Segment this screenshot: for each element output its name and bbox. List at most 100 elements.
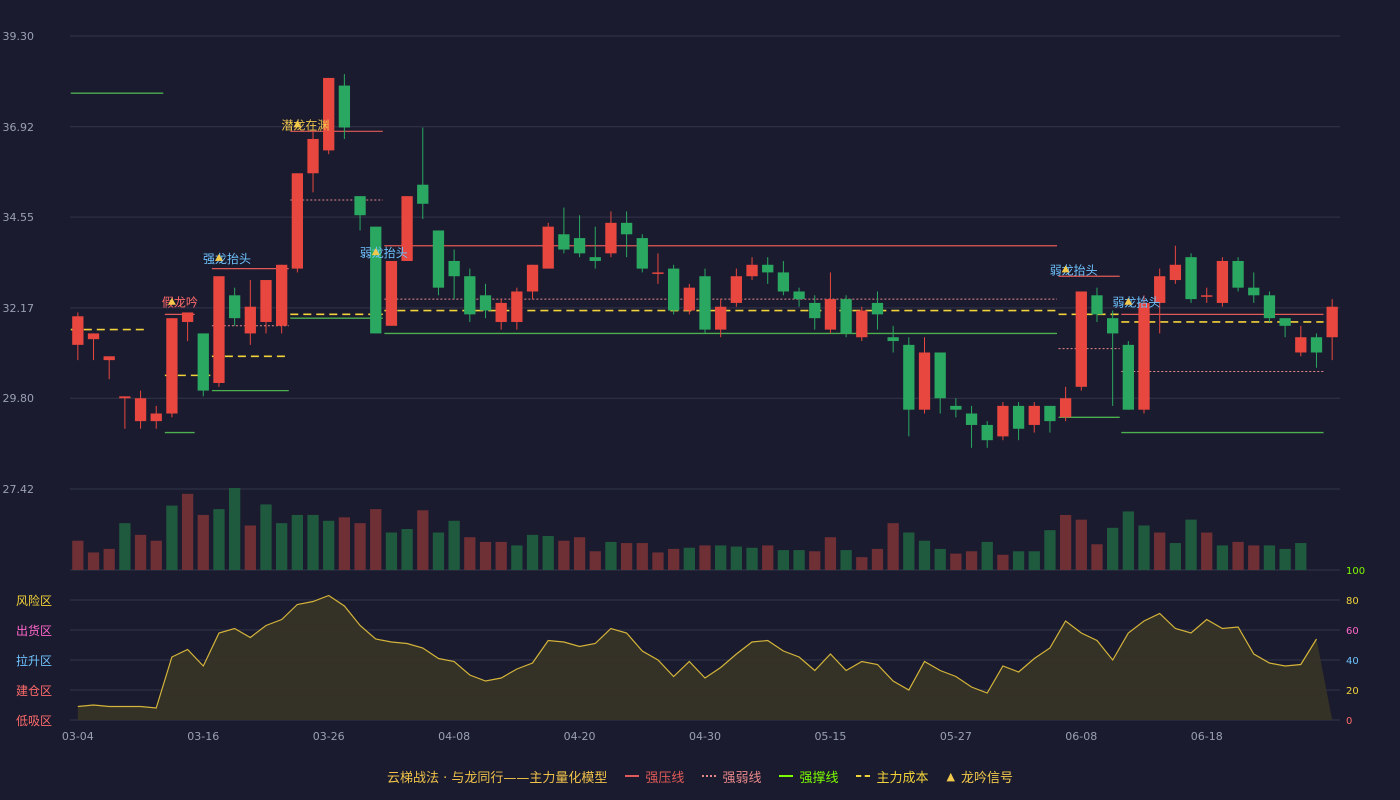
volume-bar xyxy=(1122,511,1134,570)
volume-bar xyxy=(965,551,978,570)
volume-bar xyxy=(997,554,1009,570)
candle-body xyxy=(1185,257,1197,300)
date-tick-label: 03-16 xyxy=(187,730,219,743)
volume-bar xyxy=(166,505,178,570)
volume-bar xyxy=(981,541,993,570)
candle-body xyxy=(103,356,115,361)
volume-bar xyxy=(1201,532,1213,570)
candle-body xyxy=(934,352,946,399)
candle-body xyxy=(605,222,617,254)
price-tick-label: 36.92 xyxy=(3,121,35,134)
oscillator-tick-label: 100 xyxy=(1346,566,1365,577)
volume-bar xyxy=(1138,525,1150,570)
price-tick-label: 39.30 xyxy=(3,30,35,43)
candle-body xyxy=(1091,295,1103,315)
candle-body xyxy=(746,264,758,277)
candle-body xyxy=(72,316,84,345)
candle-body xyxy=(1216,260,1229,303)
candle-body xyxy=(620,222,633,235)
candle-body xyxy=(950,405,962,410)
volume-bar xyxy=(134,534,147,570)
price-tick-label: 29.80 xyxy=(3,392,35,405)
oscillator-tick-label: 40 xyxy=(1346,656,1359,667)
volume-bar xyxy=(87,552,100,570)
signal-label: 弱龙抬头 xyxy=(1050,263,1098,277)
volume-bar xyxy=(856,557,868,570)
candle-body xyxy=(715,306,727,330)
volume-bar xyxy=(809,551,821,570)
volume-bar xyxy=(432,532,445,570)
candle-body xyxy=(1122,344,1134,410)
volume-bar xyxy=(793,550,805,570)
candle-body xyxy=(495,302,507,322)
volume-bar xyxy=(636,543,648,570)
legend-swatch-cost xyxy=(856,775,871,777)
date-tick-label: 04-20 xyxy=(564,730,596,743)
legend-item-weak-pressure[interactable]: 强弱线 xyxy=(702,767,761,786)
volume-bar xyxy=(244,525,256,570)
candle-body xyxy=(793,291,805,300)
signal-marker-icon xyxy=(214,253,223,261)
candle-body xyxy=(1028,405,1040,425)
volume-bar xyxy=(511,545,523,570)
candle-body xyxy=(464,276,476,315)
candle-body xyxy=(762,264,774,273)
volume-bar xyxy=(385,532,398,570)
zone-label: 拉升区 xyxy=(16,653,52,668)
candle-body xyxy=(228,295,241,319)
volume-bar xyxy=(589,551,601,570)
candle-body xyxy=(730,276,743,303)
volume-bar xyxy=(1263,545,1276,570)
candle-body xyxy=(1012,405,1025,429)
candle-body xyxy=(589,257,601,261)
volume-bar xyxy=(871,548,884,570)
volume-bar xyxy=(370,509,382,570)
volume-bar xyxy=(1154,532,1166,570)
date-tick-label: 06-18 xyxy=(1191,730,1223,743)
volume-bar xyxy=(213,509,225,570)
legend-label-signal: 龙吟信号 xyxy=(960,770,1013,786)
candle-body xyxy=(1279,318,1291,326)
volume-bar xyxy=(228,488,241,570)
signal-marker-icon xyxy=(1061,265,1070,273)
volume-bar xyxy=(150,540,162,570)
volume-bar xyxy=(746,547,758,570)
volume-bar xyxy=(1044,530,1056,570)
triangle-icon: ▲ xyxy=(946,769,955,783)
legend-item-signal[interactable]: ▲ 龙吟信号 xyxy=(946,767,1012,786)
zone-label: 风险区 xyxy=(16,593,52,608)
candle-body xyxy=(1263,295,1276,319)
volume-bar xyxy=(542,536,554,570)
date-tick-label: 05-15 xyxy=(814,730,846,743)
date-tick-label: 05-27 xyxy=(940,730,972,743)
price-tick-label: 32.17 xyxy=(3,302,35,315)
signal-label: 弱龙抬头 xyxy=(360,246,408,260)
volume-bar xyxy=(1169,543,1182,570)
oscillator-tick-label: 80 xyxy=(1346,596,1359,607)
candle-body xyxy=(401,196,413,261)
candle-body xyxy=(166,318,178,414)
volume-bar xyxy=(824,537,837,570)
candle-body xyxy=(652,272,664,274)
volume-bar xyxy=(1279,548,1291,570)
candle-body xyxy=(981,424,993,441)
volume-bar xyxy=(683,547,695,570)
legend-item-cost[interactable]: 主力成本 xyxy=(856,767,928,786)
volume-bar xyxy=(777,550,790,570)
candle-body xyxy=(197,333,209,391)
oscillator-line xyxy=(77,594,1318,709)
volume-bar xyxy=(903,532,915,570)
candle-body xyxy=(370,226,382,334)
candle-body xyxy=(777,272,790,292)
candle-body xyxy=(1326,306,1338,338)
candle-body xyxy=(526,264,539,292)
oscillator-tick-label: 0 xyxy=(1346,716,1352,727)
legend-item-strong-pressure[interactable]: 强压线 xyxy=(625,767,684,786)
candle-body xyxy=(683,287,695,311)
legend-swatch-weak-pressure xyxy=(702,775,717,777)
candle-body xyxy=(840,299,852,334)
candle-body xyxy=(1059,398,1072,418)
candle-body xyxy=(667,268,680,311)
candle-body xyxy=(871,302,884,315)
legend-item-support[interactable]: 强撑线 xyxy=(779,767,838,786)
